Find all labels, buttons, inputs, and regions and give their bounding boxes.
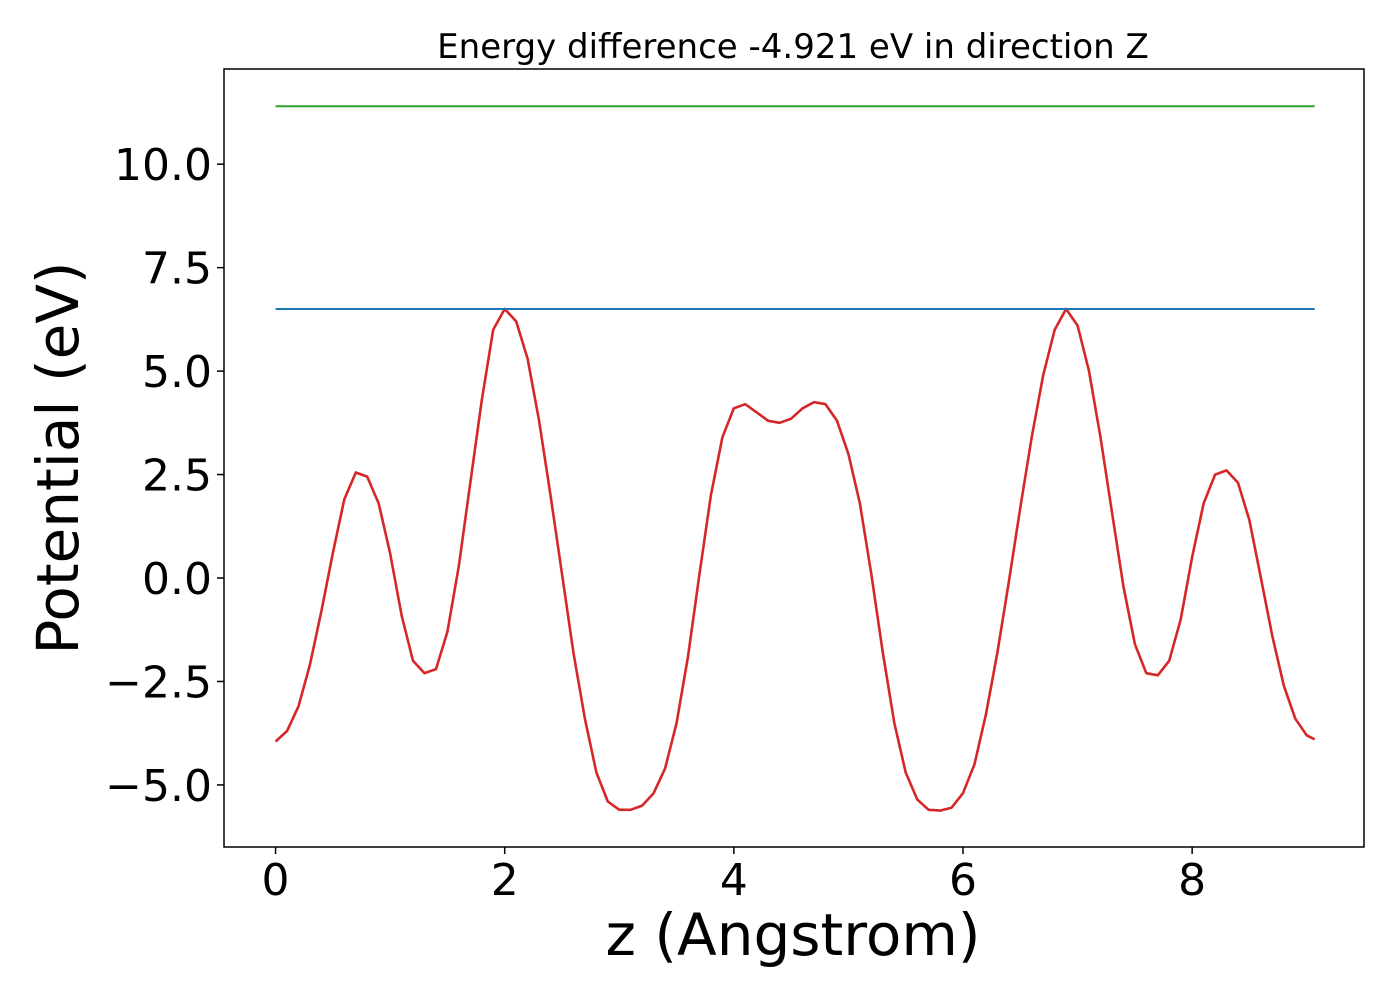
- plot-area: [274, 105, 1316, 812]
- y-tick-label: 10.0: [114, 140, 212, 191]
- x-axis: 0 2 4 6 8: [262, 847, 1206, 906]
- x-tick-label: 4: [720, 855, 748, 906]
- series-line-1: [274, 307, 1316, 812]
- y-tick-label: 7.5: [142, 244, 212, 295]
- y-tick-label: −2.5: [105, 657, 212, 708]
- x-tick-label: 8: [1178, 855, 1206, 906]
- y-tick-label: 5.0: [142, 347, 212, 398]
- y-tick-label: 2.5: [142, 451, 212, 502]
- y-axis: −5.0 −2.5 0.0 2.5 5.0 7.5 10.0: [105, 140, 224, 812]
- y-tick-label: 0.0: [142, 554, 212, 605]
- chart-title: Energy difference -4.921 eV in direction…: [437, 27, 1149, 67]
- x-tick-label: 6: [949, 855, 977, 906]
- y-tick-label: −5.0: [105, 761, 212, 812]
- x-tick-label: 2: [491, 855, 519, 906]
- x-tick-label: 0: [262, 855, 290, 906]
- y-axis-label: Potential (eV): [24, 261, 92, 654]
- x-axis-label: z (Angstrom): [606, 901, 981, 969]
- plot-frame: [223, 68, 1365, 848]
